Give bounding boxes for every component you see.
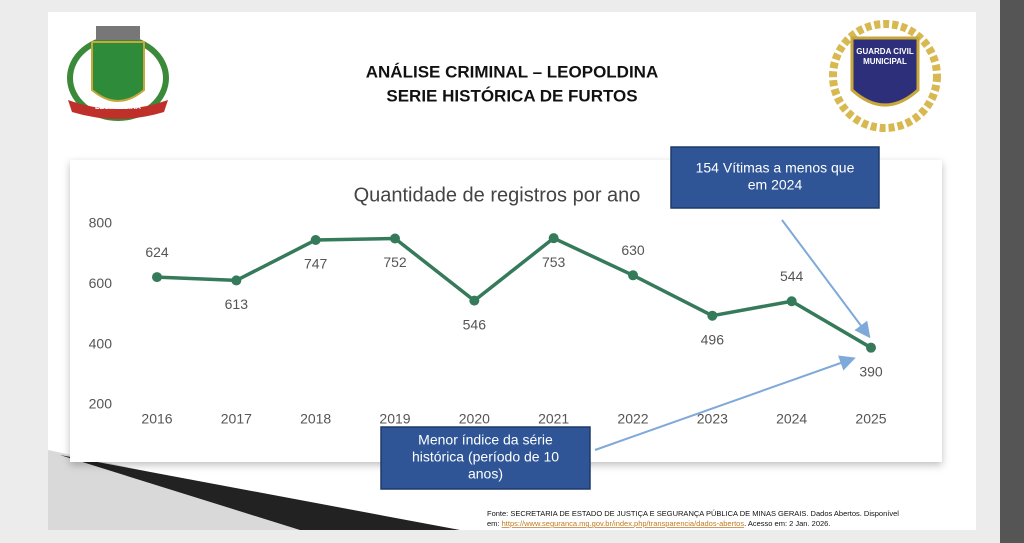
logo-text: LEOPOLDINA: [95, 104, 141, 111]
y-tick-label: 200: [89, 396, 113, 412]
side-strip: [1000, 0, 1024, 543]
x-tick-label: 2017: [221, 411, 252, 427]
annotation-text: em 2024: [748, 177, 803, 193]
right-logo: GUARDA CIVIL MUNICIPAL: [829, 20, 941, 132]
x-tick-label: 2024: [776, 411, 807, 427]
data-label: 624: [145, 244, 169, 260]
data-point: [548, 233, 559, 244]
data-point: [866, 342, 876, 353]
annotation-arrow: [594, 355, 856, 451]
data-label: 613: [225, 296, 249, 312]
x-tick-label: 2025: [855, 411, 886, 427]
data-line: [156, 236, 872, 350]
x-tick-label: 2022: [617, 411, 648, 427]
data-point: [152, 272, 162, 283]
x-tick-label: 2018: [300, 411, 331, 427]
y-tick-label: 400: [89, 335, 113, 351]
plot: 200 400 600 800 2016 2017 2018 2019 2020 2021 2022…: [89, 215, 887, 427]
data-label: 747: [304, 256, 328, 272]
data-point: [786, 296, 797, 307]
decor: [60, 455, 460, 530]
data-point: [310, 234, 321, 245]
data-point: [469, 295, 480, 306]
x-tick-label: 2020: [459, 411, 490, 427]
annotation-box: [380, 426, 591, 490]
logo-text: GUARDA CIVIL: [856, 47, 914, 56]
annotation-box: [670, 146, 880, 209]
left-logo: LEOPOLDINA: [67, 26, 169, 121]
data-point: [231, 275, 242, 286]
source-suffix: . Acesso em: 2 Jan. 2026.: [744, 519, 830, 528]
chart-area: [78, 170, 916, 448]
data-label: 630: [621, 242, 645, 258]
data-point: [707, 310, 718, 321]
x-tick-label: 2019: [379, 411, 410, 427]
data-label: 390: [859, 363, 883, 379]
logo-text: MUNICIPAL: [863, 57, 907, 66]
chart-title: Quantidade de registros por ano: [354, 184, 641, 206]
data-label: 546: [463, 316, 487, 332]
annotation-text: 154 Vítimas a menos que: [696, 160, 855, 176]
source-link[interactable]: https://www.seguranca.mg.gov.br/index.ph…: [502, 519, 745, 528]
annotation-text: anos): [468, 466, 503, 482]
source: Fonte: SECRETARIA DE ESTADO DE JUSTIÇA E…: [487, 509, 899, 518]
annotation-text: Menor índice da série: [418, 432, 553, 448]
annotation-text: histórica (período de 10: [412, 449, 559, 465]
source-prefix: em:: [487, 519, 500, 528]
x-tick-label: 2021: [538, 411, 569, 427]
annotation-arrow: [781, 219, 871, 339]
y-tick-label: 800: [89, 215, 113, 231]
data-label: 544: [780, 268, 804, 284]
y-tick-label: 600: [89, 275, 113, 291]
data-point: [628, 270, 638, 281]
data-label: 753: [542, 254, 566, 270]
x-tick-label: 2023: [697, 411, 728, 427]
x-tick-label: 2016: [141, 411, 172, 427]
data-label: 752: [383, 254, 407, 270]
slide-title: SERIE HISTÓRICA DE FURTOS: [386, 86, 637, 105]
slide-title: ANÁLISE CRIMINAL – LEOPOLDINA: [366, 62, 658, 81]
data-point: [390, 233, 400, 244]
source: em: https://www.seguranca.mg.gov.br/inde…: [487, 519, 830, 528]
data-label: 496: [701, 331, 725, 347]
